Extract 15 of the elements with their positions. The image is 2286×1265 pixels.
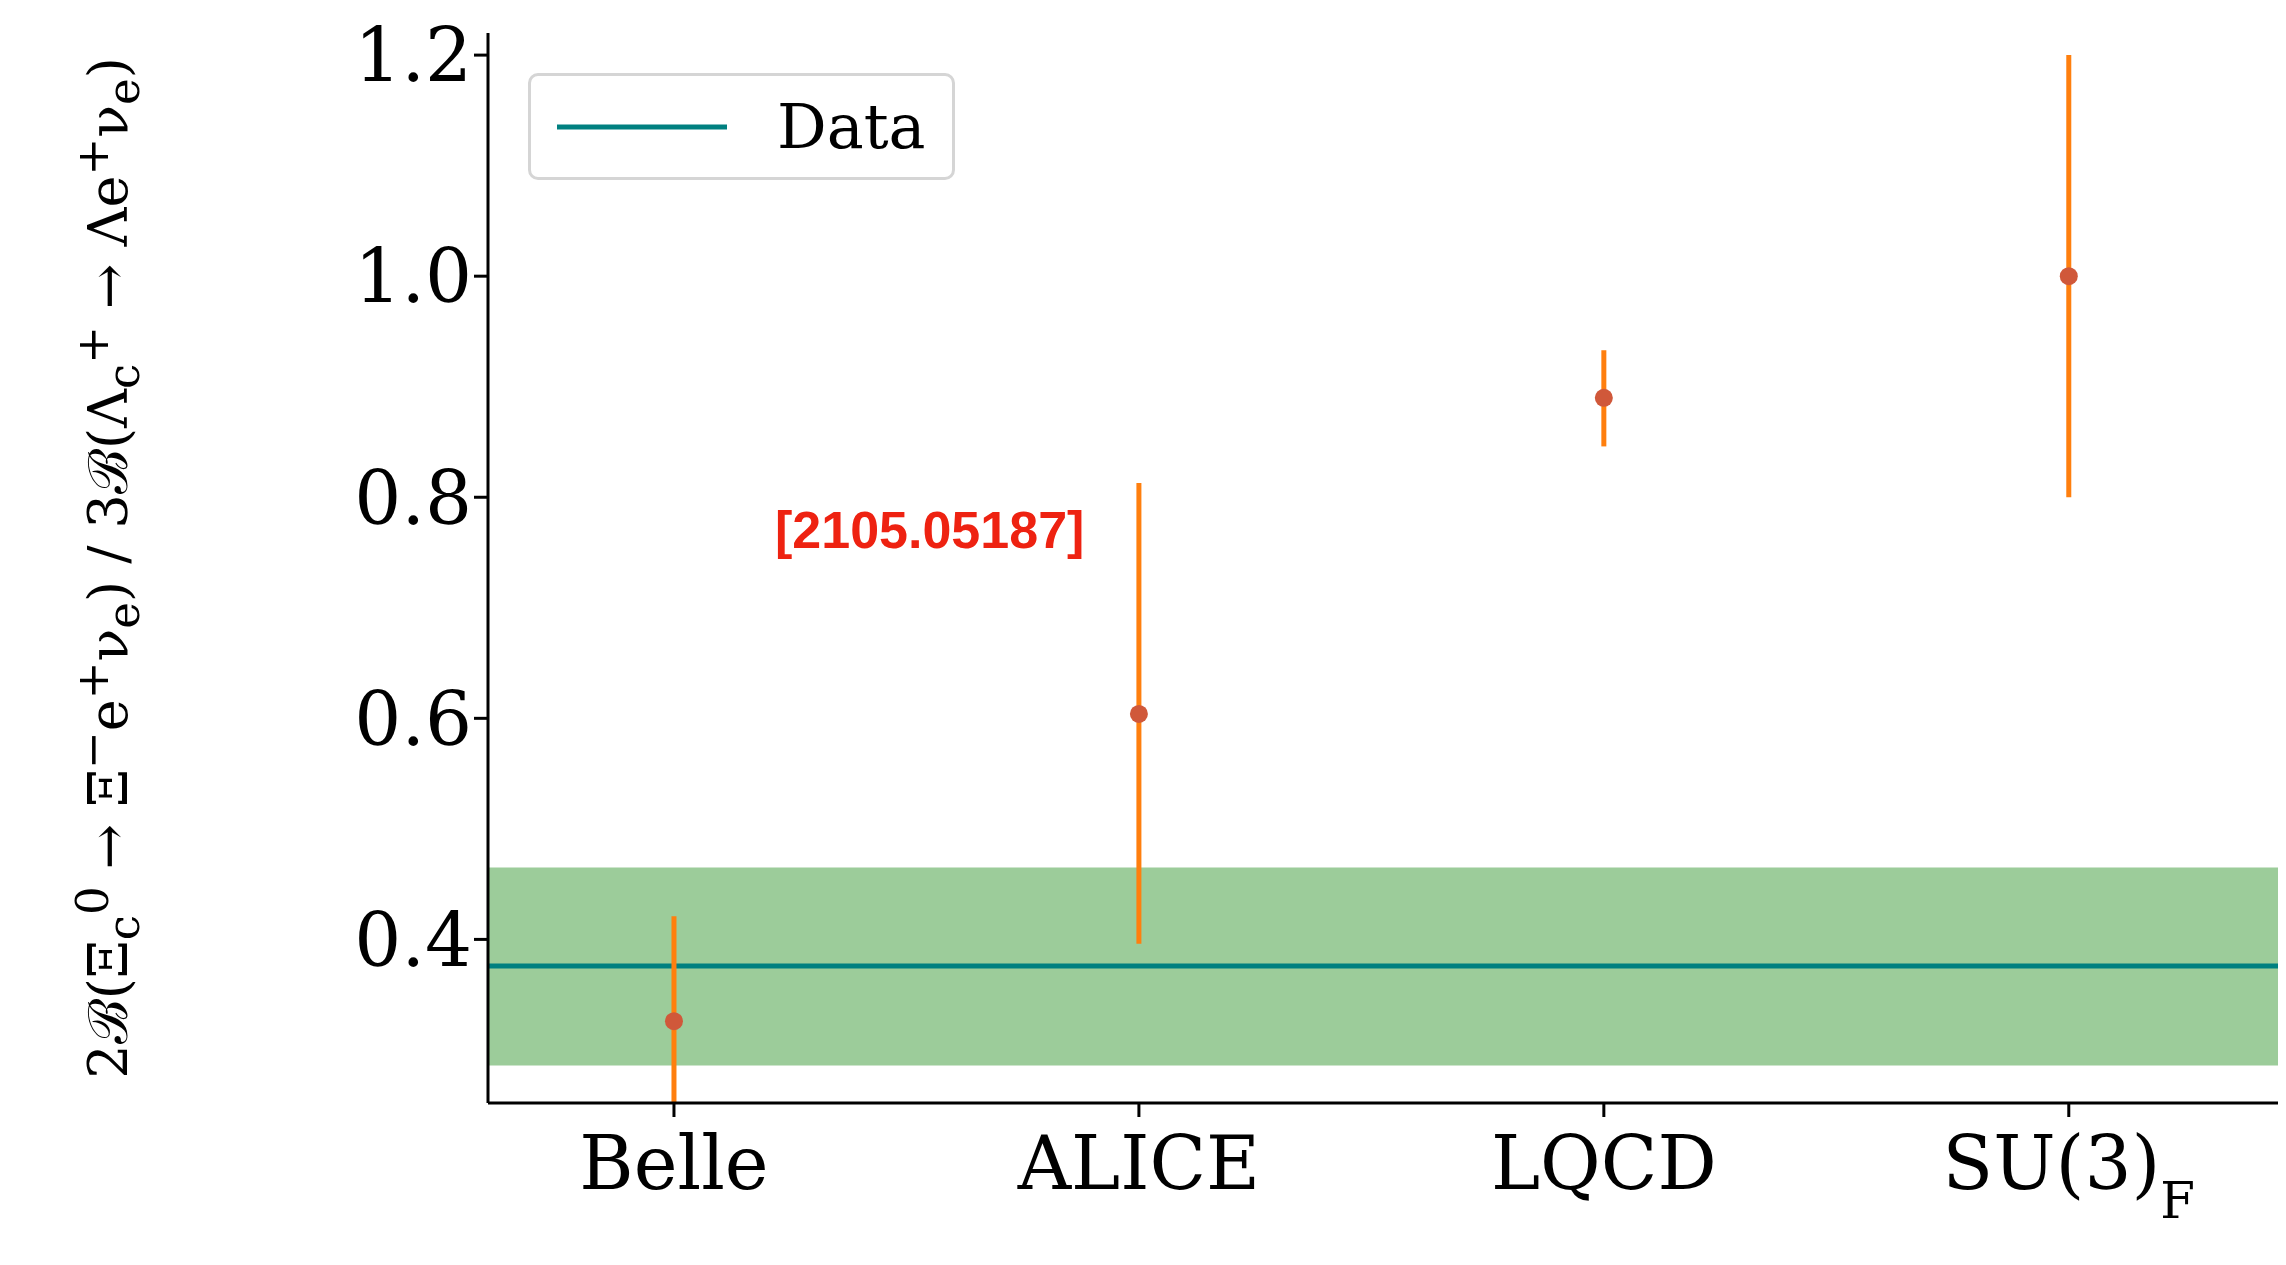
- y-tick-label: 0.8: [354, 454, 472, 541]
- point: [664, 1012, 683, 1031]
- x-tick-label: SU(3)$_{F}$: [1942, 1120, 2196, 1230]
- point: [1129, 704, 1148, 723]
- annotation: [2105.05187]: [775, 500, 1085, 561]
- point: [2059, 267, 2078, 286]
- y-tick-label: 1.0: [354, 233, 472, 320]
- legend-label: Data: [777, 90, 926, 163]
- x-tick-label: Belle: [579, 1120, 769, 1206]
- y-tick-label: 1.2: [354, 12, 472, 99]
- point: [1594, 388, 1613, 407]
- x-tick-label: LQCD: [1490, 1120, 1717, 1206]
- x-tick-label: ALICE: [1016, 1120, 1261, 1206]
- y-tick-label: 0.6: [354, 675, 472, 762]
- y-tick-label: 0.4: [354, 896, 472, 983]
